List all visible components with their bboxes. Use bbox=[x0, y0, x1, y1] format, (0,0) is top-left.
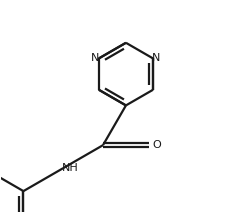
Text: NH: NH bbox=[62, 163, 79, 173]
Text: O: O bbox=[152, 140, 161, 150]
Text: N: N bbox=[91, 54, 100, 63]
Text: N: N bbox=[152, 54, 161, 63]
